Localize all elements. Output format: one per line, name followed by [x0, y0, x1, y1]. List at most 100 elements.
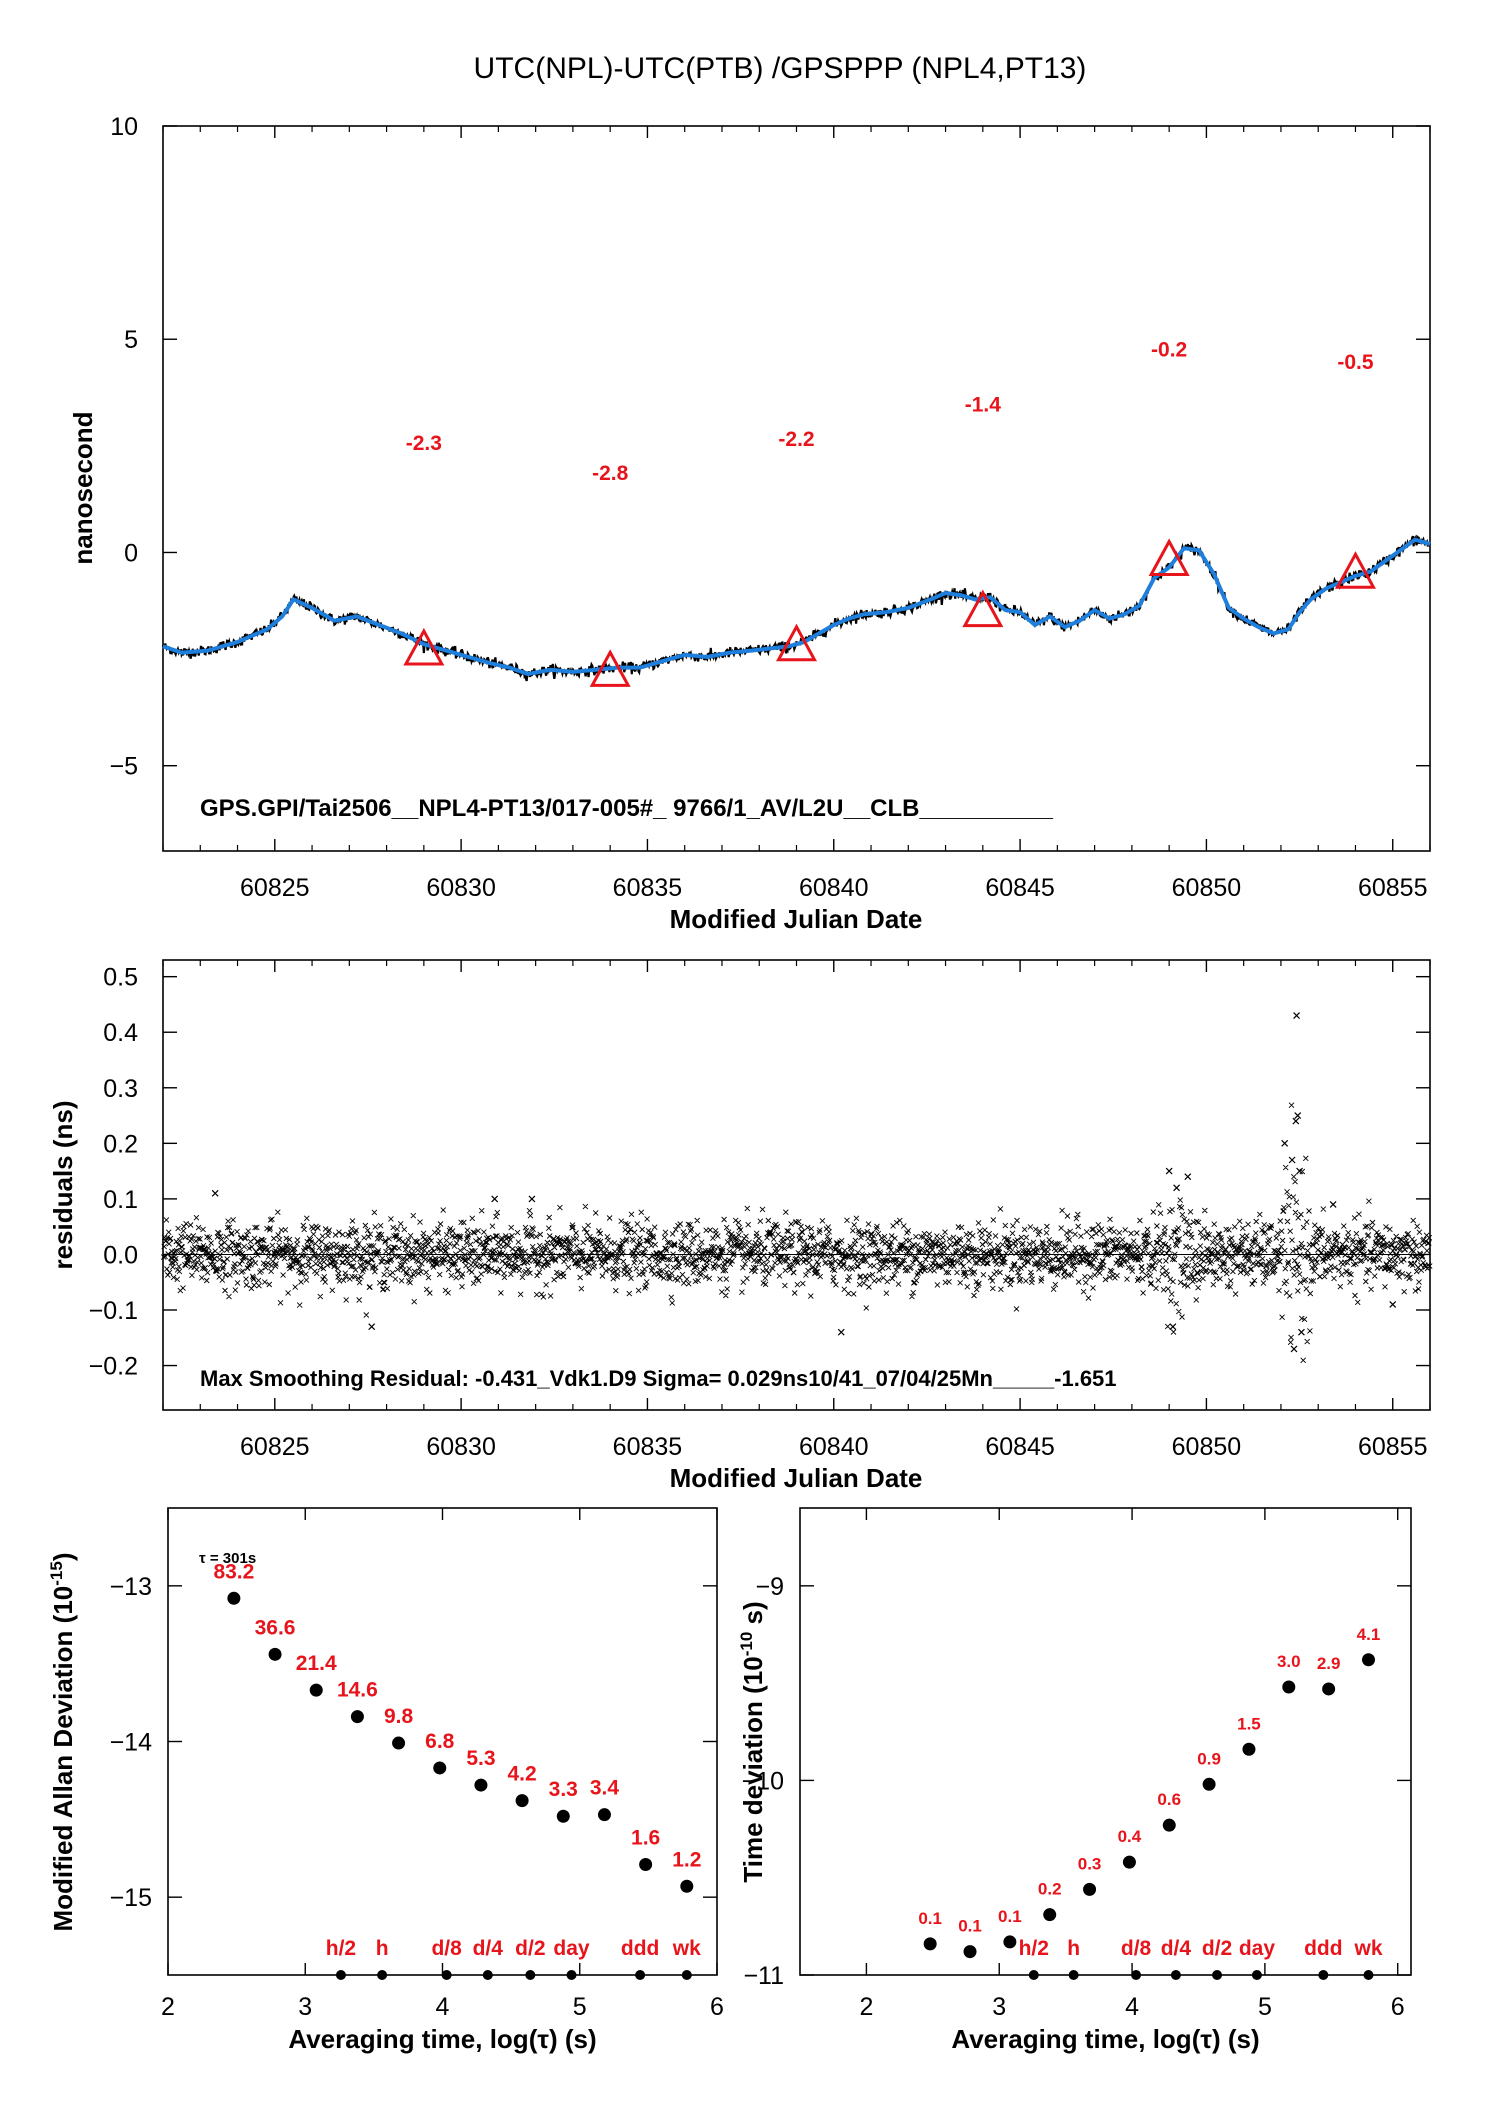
data-point-label: 1.6	[631, 1826, 660, 1849]
x-tick-label: 3	[298, 1993, 312, 2021]
x-tick-label: 6	[710, 1993, 724, 2021]
y-axis-label: Time deviation (10-10 s)	[737, 1601, 768, 1882]
residual-points	[160, 1102, 1433, 1364]
data-point	[474, 1778, 488, 1792]
triangle-marker	[962, 589, 1004, 628]
data-point-label: 0.9	[1197, 1749, 1221, 1768]
data-point-label: 1.2	[672, 1848, 701, 1871]
interval-mark	[482, 1970, 493, 1980]
interval-mark	[1131, 1970, 1142, 1980]
data-point-label: 3.3	[549, 1778, 578, 1801]
data-point	[392, 1736, 406, 1750]
triangle-marker	[1148, 538, 1190, 576]
data-point-label: 0.2	[1038, 1880, 1062, 1899]
residual-outlier	[528, 1195, 536, 1203]
data-point	[1361, 1653, 1375, 1667]
marker-value-label: -2.2	[778, 428, 814, 451]
y-tick-label: −15	[110, 1884, 152, 1912]
interval-mark	[1251, 1970, 1262, 1980]
triangle-marker	[403, 627, 445, 666]
y-axis-label: nanosecond	[68, 411, 98, 564]
triangle-marker	[775, 623, 818, 662]
smoothed-series-line	[162, 537, 1431, 677]
marker-value-label: -0.5	[1337, 351, 1374, 374]
data-point	[597, 1808, 611, 1822]
x-tick-label: 60850	[1172, 874, 1242, 902]
plot-frame	[799, 1507, 1412, 1976]
interval-mark-label: d/4	[473, 1937, 504, 1960]
y-axis-label: Modified Allan Deviation (10-15)	[47, 1553, 78, 1932]
interval-mark	[635, 1970, 646, 1980]
data-point-label: 4.1	[1357, 1625, 1381, 1644]
interval-mark-label: d/8	[431, 1937, 462, 1960]
tau-note: τ = 301s	[199, 1550, 256, 1567]
residual-outlier	[837, 1328, 845, 1336]
x-tick-label: 60840	[799, 1433, 869, 1461]
data-point-label: 9.8	[384, 1705, 414, 1728]
residual-outlier	[1169, 1323, 1177, 1331]
data-point	[268, 1647, 282, 1661]
y-tick-label: −11	[743, 1962, 784, 1990]
residuals-chart: 60825 60830 60835 60840 60845 60850 60855 −0.2 −…	[48, 959, 1433, 1493]
residual-outlier	[491, 1195, 499, 1203]
marker-value-label: -2.3	[406, 432, 442, 455]
top-chart: 60825 60830 60835 60840 60845 60850 60855 −5 0 5 1…	[68, 113, 1431, 934]
plot-frame	[162, 959, 1431, 1411]
y-tick-label: −5	[109, 753, 138, 781]
figure-title: UTC(NPL)-UTC(PTB) /GPSPPP (NPL4,PT13)	[474, 52, 1087, 85]
y-tick-label: 0.5	[103, 964, 138, 992]
residual-outlier	[368, 1323, 376, 1331]
interval-mark-label: h/2	[1019, 1937, 1049, 1960]
data-point	[923, 1937, 937, 1951]
data-point	[309, 1683, 323, 1697]
x-tick-label: 4	[1125, 1993, 1139, 2021]
data-point	[1043, 1908, 1057, 1922]
y-tick-label: −0.1	[89, 1297, 138, 1325]
interval-mark-label: h	[376, 1937, 389, 1960]
residual-outlier	[1389, 1301, 1397, 1308]
interval-mark-label: wk	[1353, 1937, 1382, 1960]
data-point	[680, 1879, 694, 1893]
y-tick-label: 5	[124, 326, 138, 354]
interval-mark-label: d/4	[1161, 1937, 1192, 1960]
y-tick-label: −0.2	[89, 1353, 138, 1381]
data-point-label: 21.4	[296, 1652, 337, 1675]
data-point	[1242, 1742, 1256, 1756]
data-point	[1202, 1777, 1216, 1791]
interval-mark	[1363, 1970, 1374, 1980]
interval-mark-label: d/2	[1202, 1937, 1232, 1960]
x-tick-label: 2	[161, 1993, 175, 2021]
x-tick-label: 2	[859, 1993, 873, 2021]
x-tick-label: 6	[1391, 1993, 1405, 2021]
y-tick-label: 0.0	[103, 1241, 138, 1269]
interval-mark-label: d/2	[515, 1937, 545, 1960]
interval-mark-label: ddd	[1304, 1937, 1342, 1960]
data-point	[433, 1761, 447, 1775]
data-point	[1003, 1935, 1017, 1949]
x-tick-label: 3	[992, 1993, 1006, 2021]
residual-outlier	[1281, 1139, 1289, 1147]
x-axis-label: Modified Julian Date	[670, 904, 923, 934]
tdev-chart: 2 3 4 5 6 −9 −10 −11 0.1 0.1 0.1 0.2 0.3 0.4 0.6 0.9 1.5…	[737, 1507, 1412, 2054]
data-point	[556, 1809, 570, 1823]
data-point-label: 14.6	[337, 1679, 378, 1702]
y-tick-label: −9	[755, 1573, 784, 1601]
residual-outlier	[1173, 1184, 1181, 1192]
interval-mark-label: h/2	[326, 1937, 356, 1960]
data-point-label: 2.9	[1317, 1654, 1341, 1673]
triangle-marker	[1334, 551, 1376, 589]
y-tick-label: 0.1	[103, 1186, 138, 1214]
x-tick-label: 4	[436, 1993, 450, 2021]
y-tick-label: 0	[124, 539, 138, 567]
interval-mark-label: h	[1067, 1937, 1080, 1960]
data-point	[1282, 1680, 1296, 1694]
data-source-annotation: GPS.GPI/Tai2506__NPL4-PT13/017-005#_ 976…	[200, 795, 1054, 822]
data-point-label: 0.4	[1118, 1827, 1142, 1846]
data-point-label: 36.6	[255, 1616, 296, 1639]
residual-outlier	[1165, 1167, 1173, 1175]
plot-frame	[162, 125, 1431, 852]
x-tick-label: 60825	[240, 874, 310, 902]
data-point	[1083, 1882, 1097, 1896]
data-point-label: 0.1	[998, 1907, 1022, 1926]
